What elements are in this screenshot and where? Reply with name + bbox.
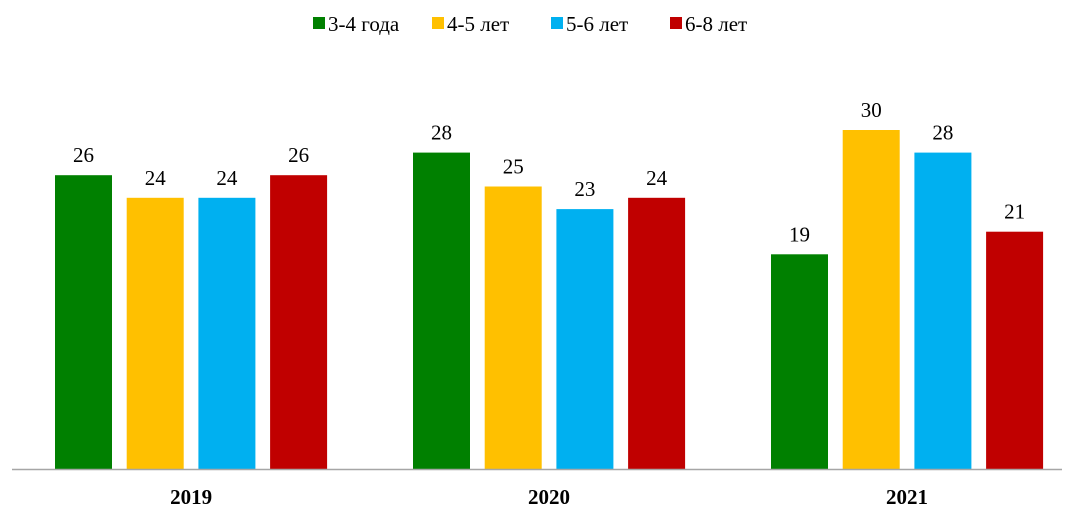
data-label: 26 — [73, 143, 94, 167]
legend-label: 6-8 лет — [685, 12, 747, 36]
bar-2019-2 — [126, 197, 184, 470]
data-label: 28 — [431, 121, 452, 145]
bar-2021-4 — [986, 231, 1044, 469]
legend-item-1: 3-4 года — [313, 12, 400, 36]
legend-item-3: 5-6 лет — [551, 12, 628, 36]
category-label-2020: 2020 — [528, 485, 570, 509]
data-labels-group: 26 24 24 26 28 25 23 24 19 30 28 21 — [73, 98, 1025, 246]
bar-2021-2 — [842, 130, 900, 469]
data-label: 19 — [789, 222, 810, 246]
legend-swatch — [551, 17, 563, 29]
legend-label: 3-4 года — [328, 12, 400, 36]
legend-swatch — [313, 17, 325, 29]
bar-2021-1 — [771, 254, 828, 469]
data-label: 24 — [646, 166, 668, 190]
data-label: 30 — [861, 98, 882, 122]
data-label: 25 — [503, 155, 524, 179]
bar-2020-4 — [628, 197, 686, 470]
data-label: 23 — [574, 177, 595, 201]
legend-swatch — [670, 17, 682, 29]
bar-2019-1 — [55, 175, 112, 469]
category-label-2021: 2021 — [886, 485, 928, 509]
data-label: 24 — [216, 166, 238, 190]
data-label: 21 — [1004, 200, 1025, 224]
data-label: 26 — [288, 143, 309, 167]
legend-item-4: 6-8 лет — [670, 12, 747, 36]
bar-2020-1 — [413, 152, 470, 469]
category-label-2019: 2019 — [170, 485, 212, 509]
bar-2019-4 — [270, 175, 328, 469]
bars-group — [55, 130, 1044, 470]
legend-label: 5-6 лет — [566, 12, 628, 36]
category-labels-group: 2019 2020 2021 — [170, 485, 928, 509]
data-label: 28 — [932, 121, 953, 145]
bar-2020-2 — [484, 186, 542, 469]
legend: 3-4 года 4-5 лет 5-6 лет 6-8 лет — [313, 12, 747, 36]
bar-2020-3 — [556, 209, 614, 469]
data-label: 24 — [145, 166, 167, 190]
bar-2019-3 — [198, 197, 256, 470]
legend-item-2: 4-5 лет — [432, 12, 509, 36]
legend-swatch — [432, 17, 444, 29]
legend-label: 4-5 лет — [447, 12, 509, 36]
bar-2021-3 — [914, 152, 972, 469]
